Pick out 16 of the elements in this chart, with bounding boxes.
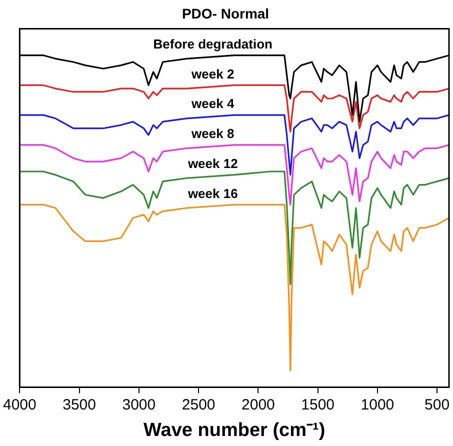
series-label: week 16 (186, 186, 238, 201)
x-tick-label: 1000 (360, 396, 394, 414)
x-tick-label: 4000 (2, 396, 36, 414)
x-tick-label: 2000 (242, 396, 275, 414)
x-tick-label: 3000 (122, 396, 156, 414)
x-axis-title: Wave number (cm⁻¹) (144, 420, 326, 441)
series-label: week 4 (190, 96, 235, 112)
series-label: week 8 (190, 126, 234, 142)
x-tick-label: 1500 (301, 396, 335, 414)
series-label: Before degradation (153, 36, 273, 52)
series-label: week 2 (190, 66, 234, 82)
x-tick-label: 2500 (182, 396, 216, 414)
x-tick-label: 500 (424, 396, 450, 414)
chart-title: PDO- Normal (182, 5, 270, 22)
series-label: week 12 (186, 156, 238, 171)
x-tick-label: 3500 (62, 396, 96, 414)
